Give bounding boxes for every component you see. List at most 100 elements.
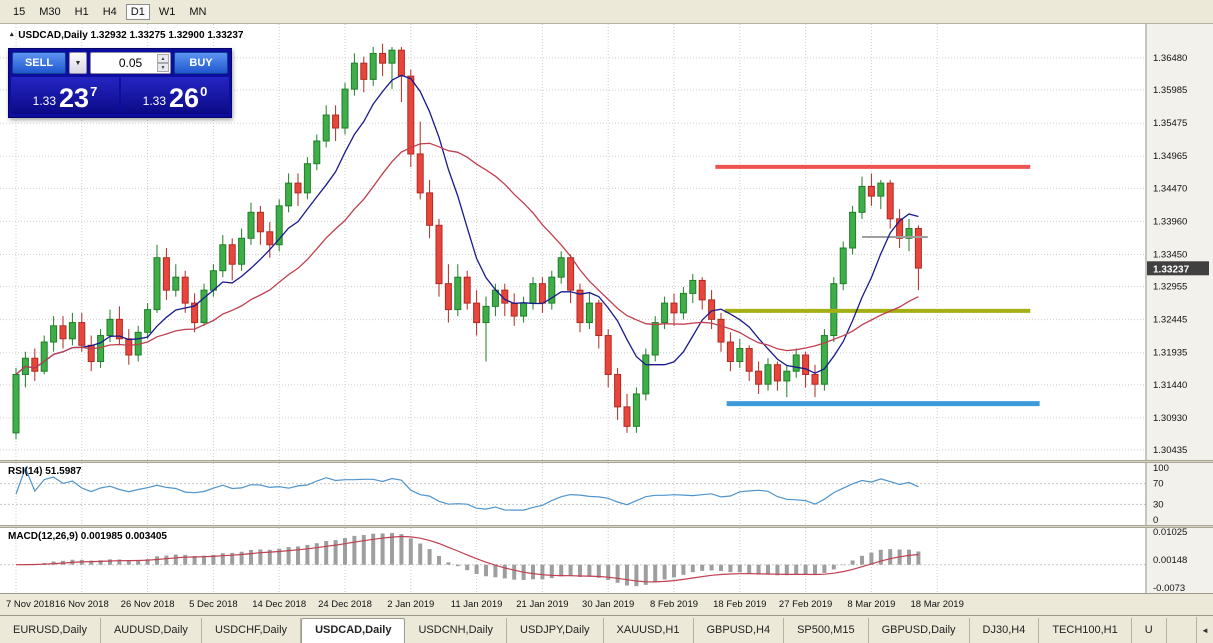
macd-canvas[interactable]: 0.01025 0.00148 -0.0073 (0, 528, 1213, 593)
volume-dropdown-button[interactable]: ▼ (69, 52, 87, 74)
rsi-line (15, 466, 919, 511)
candle (172, 276, 180, 291)
candle (31, 357, 39, 372)
candle (614, 373, 622, 408)
candle (125, 338, 133, 356)
date-axis-label: 11 Jan 2019 (450, 599, 503, 610)
rsi-axis-label: 70 (1153, 479, 1164, 490)
volume-input[interactable]: 0.05 ▲ ▼ (90, 52, 171, 74)
candle (379, 52, 387, 64)
candle (651, 322, 659, 356)
candle (896, 218, 904, 239)
chart-tab-u[interactable]: U (1132, 618, 1167, 643)
chart-tab-usdcnh[interactable]: USDCNH,Daily (405, 618, 508, 643)
chart-tab-tech100[interactable]: TECH100,H1 (1039, 618, 1132, 643)
chart-tab-eurusd[interactable]: EURUSD,Daily (0, 618, 101, 643)
chart-marker-icon: ▴ (10, 31, 14, 38)
rsi-canvas[interactable]: 100 70 30 0 (0, 463, 1213, 525)
candle (576, 289, 584, 324)
date-axis-label: 21 Jan 2019 (516, 599, 569, 610)
candle (228, 244, 236, 265)
candle (755, 370, 763, 385)
tab-scroll-left-button[interactable]: ◄ (1196, 617, 1213, 643)
candle (482, 305, 490, 324)
timeframe-button-h4[interactable]: H4 (102, 5, 117, 18)
candle (585, 302, 593, 324)
chart-tab-gbpusd[interactable]: GBPUSD,H4 (694, 618, 785, 643)
chart-tab-usdchf[interactable]: USDCHF,Daily (202, 618, 302, 643)
candle (87, 344, 95, 362)
macd-axis-label: 0.01025 (1153, 528, 1187, 538)
candle (745, 348, 753, 372)
timeframe-button-m30[interactable]: M30 (39, 5, 61, 18)
price-axis-label: 1.31440 (1153, 380, 1187, 391)
candle (78, 322, 86, 346)
chart-tab-usdjpy[interactable]: USDJPY,Daily (507, 618, 604, 643)
candle (426, 192, 434, 226)
timeframe-button-15[interactable]: 15 (13, 5, 26, 18)
volume-decrease-button[interactable]: ▼ (157, 63, 169, 72)
candle (914, 228, 922, 269)
candle (369, 52, 377, 80)
date-axis-label: 18 Feb 2019 (713, 599, 767, 610)
candle (849, 211, 857, 249)
chart-symbol: USDCAD,Daily (18, 30, 88, 41)
candle (820, 335, 828, 385)
date-axis-label: 24 Dec 2018 (318, 599, 372, 610)
panel-splitter[interactable] (0, 525, 1213, 528)
candle (200, 289, 208, 324)
candle (877, 182, 885, 197)
timeframe-button-mn[interactable]: MN (189, 5, 207, 18)
date-axis-label: 27 Feb 2019 (778, 599, 833, 610)
candle (717, 318, 725, 343)
buy-button[interactable]: BUY (174, 52, 228, 74)
candle (332, 114, 340, 129)
candle (783, 370, 791, 382)
candle (811, 373, 819, 385)
buy-price-display[interactable]: 1.33 26 0 (121, 77, 229, 114)
timeframe-button-h1[interactable]: H1 (74, 5, 89, 18)
price-axis-label: 1.36480 (1153, 53, 1187, 64)
candle (285, 182, 293, 207)
candle (736, 348, 744, 362)
candle (520, 302, 528, 317)
candle (444, 283, 452, 311)
candle (247, 211, 255, 239)
timeframe-button-w1[interactable]: W1 (158, 5, 176, 18)
price-axis-label: 1.33960 (1153, 216, 1187, 227)
candle (435, 224, 443, 285)
sell-price-display[interactable]: 1.33 23 7 (11, 77, 119, 114)
chart-tab-usdcad[interactable]: USDCAD,Daily (301, 618, 406, 643)
chart-tab-gbpusd[interactable]: GBPUSD,Daily (869, 618, 970, 643)
current-price-tag: 1.33237 (1153, 264, 1190, 275)
candle (473, 302, 481, 324)
candle (153, 257, 161, 311)
one-click-trading-panel: SELL ▼ 0.05 ▲ ▼ BUY 1.33 23 7 1.33 26 0 (8, 48, 232, 118)
price-axis-label: 1.34470 (1153, 183, 1187, 194)
macd-axis-label: 0.00148 (1153, 555, 1187, 566)
date-axis[interactable]: 7 Nov 2018 16 Nov 2018 26 Nov 2018 5 Dec 20… (0, 593, 1213, 615)
panel-splitter[interactable] (0, 460, 1213, 463)
chart-tab-sp500[interactable]: SP500,M15 (784, 618, 869, 643)
candle (144, 309, 152, 333)
price-axis-label: 1.30435 (1153, 445, 1187, 456)
date-axis-label: 30 Jan 2019 (582, 599, 635, 610)
candle (191, 302, 199, 324)
chart-tab-audusd[interactable]: AUDUSD,Daily (101, 618, 202, 643)
candle (360, 62, 368, 80)
candle (115, 318, 123, 340)
chart-tab-xauusd[interactable]: XAUUSD,H1 (604, 618, 694, 643)
candle (219, 244, 227, 272)
chart-tab-dj30[interactable]: DJ30,H4 (970, 618, 1040, 643)
timeframe-button-d1[interactable]: D1 (125, 3, 150, 20)
chart-tab-bar: EURUSD,Daily AUDUSD,Daily USDCHF,Daily USDC… (0, 615, 1213, 643)
candle (698, 279, 706, 301)
volume-increase-button[interactable]: ▲ (157, 54, 169, 63)
sell-button[interactable]: SELL (12, 52, 66, 74)
price-axis-label: 1.32955 (1153, 282, 1187, 293)
candle (642, 354, 650, 395)
candle (604, 335, 612, 375)
date-axis-label: 18 Mar 2019 (910, 599, 964, 610)
main-chart-canvas[interactable]: 1.36480 1.35985 1.35475 1.34965 1.34470 1.339… (0, 24, 1213, 460)
candle (661, 302, 669, 324)
